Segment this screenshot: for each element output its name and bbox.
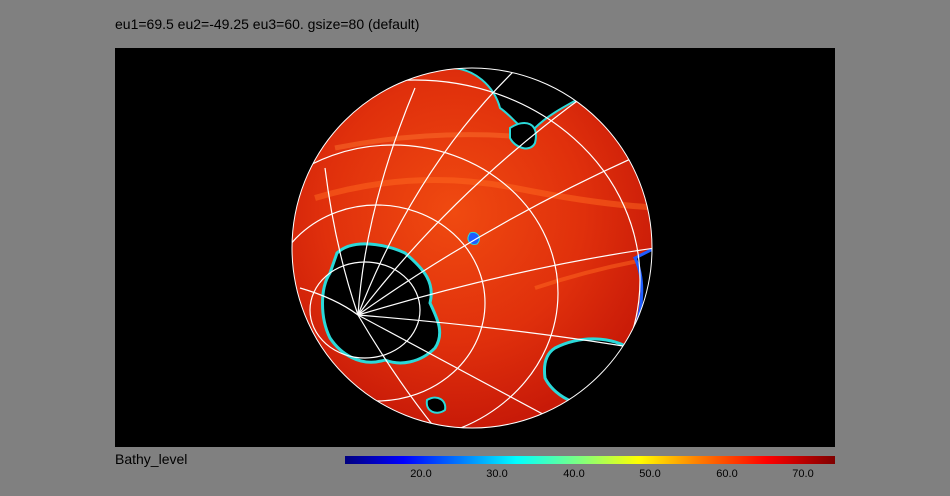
- variable-label: Bathy_level: [115, 451, 188, 467]
- meridian-line: [357, 87, 596, 316]
- land-south-island: [425, 396, 447, 414]
- graticule: [292, 68, 652, 428]
- colorbar-tick-label: 70.0: [792, 468, 814, 480]
- globe-map: [291, 67, 653, 429]
- latitude-circle: [309, 261, 421, 359]
- meridian-line: [357, 69, 516, 316]
- meridian-line: [324, 167, 359, 316]
- map-panel: [115, 48, 835, 447]
- meridian-line: [357, 247, 652, 316]
- colorbar-tick-label: 20.0: [410, 468, 432, 480]
- latitude-circle: [292, 79, 641, 428]
- globe-outline: [291, 67, 653, 429]
- meridian-line: [299, 287, 359, 316]
- latitude-circle: [292, 144, 559, 428]
- plot-title: eu1=69.5 eu2=-49.25 eu3=60. gsize=80 (de…: [115, 16, 420, 32]
- meridian-line: [357, 147, 652, 316]
- ocean-texture: [314, 177, 652, 211]
- meridian-line: [357, 314, 436, 428]
- colorbar-tick-label: 40.0: [563, 468, 585, 480]
- colorbar-tick-label: 50.0: [639, 468, 661, 480]
- colorbar-tick-label: 60.0: [716, 468, 738, 480]
- colorbar-tick-label: 30.0: [486, 468, 508, 480]
- colorbar: [345, 456, 835, 464]
- land-red-sea-coast: [509, 122, 537, 150]
- land-antarctica: [321, 242, 442, 365]
- meridian-line: [357, 314, 636, 349]
